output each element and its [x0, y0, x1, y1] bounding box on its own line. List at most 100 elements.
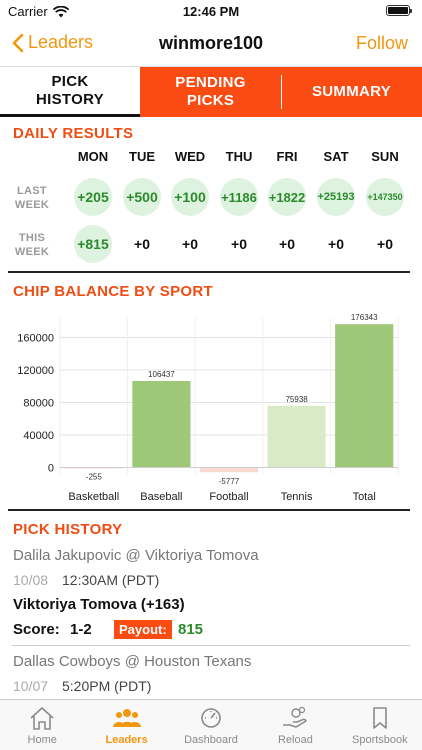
- tab-bar-reload[interactable]: Reload: [253, 700, 337, 750]
- reload-icon: [283, 706, 308, 728]
- y-tick-label: 80000: [23, 398, 54, 410]
- pick-history-title: PICK HISTORY: [13, 521, 123, 538]
- day-header-sun: SUN: [371, 149, 399, 164]
- carrier-info: Carrier: [8, 4, 69, 19]
- bar-football: [199, 467, 259, 473]
- day-header-sat: SAT: [323, 149, 349, 164]
- this-week-result-wed: +0: [182, 236, 198, 252]
- last-week-result-mon: +205: [74, 178, 112, 216]
- bottom-tab-bar: Home Leaders Dashboard Reload: [0, 699, 422, 750]
- y-tick-label: 0: [48, 463, 54, 475]
- pick-matchup: Dallas Cowboys @ Houston Texans: [13, 653, 252, 670]
- last-week-result-sun: +147350: [366, 178, 404, 216]
- label-line: WEEK: [14, 246, 50, 258]
- tab-bar-sportsbook[interactable]: Sportsbook: [338, 700, 422, 750]
- leaders-icon: [112, 709, 141, 727]
- pick-date: 10/07: [13, 678, 49, 694]
- back-button[interactable]: Leaders: [12, 32, 93, 53]
- chip-balance-chart: 160000 120000 80000 40000 0 -255 Basketball 106…: [17, 313, 399, 503]
- score-label: Score:: [13, 621, 60, 638]
- tab-label: HISTORY: [36, 90, 104, 108]
- daily-results-title: DAILY RESULTS: [13, 125, 134, 142]
- payout-value: 815: [178, 621, 204, 638]
- tab-bar-home[interactable]: Home: [0, 700, 84, 750]
- tab-label: PENDING: [175, 74, 246, 91]
- data-label: 106437: [148, 370, 175, 379]
- label-line: LAST: [17, 185, 47, 197]
- bar-baseball: [132, 381, 191, 468]
- y-tick-label: 40000: [23, 430, 54, 442]
- tab-bar-label: Leaders: [105, 734, 148, 746]
- day-header-fri: FRI: [276, 149, 298, 164]
- back-label: Leaders: [28, 32, 94, 52]
- day-header-mon: MON: [77, 149, 109, 164]
- section-divider: [8, 509, 410, 511]
- tab-label: PICKS: [186, 92, 235, 109]
- tab-pick-history[interactable]: PICK HISTORY: [0, 67, 140, 117]
- this-week-result-thu: +0: [231, 236, 247, 252]
- this-week-result-mon: +815: [74, 225, 112, 263]
- last-week-result-fri: +1822: [268, 178, 306, 216]
- this-week-label: THIS WEEK: [8, 231, 56, 259]
- chevron-left-icon: [12, 33, 24, 52]
- tab-summary[interactable]: SUMMARY: [281, 67, 422, 117]
- tab-bar-leaders[interactable]: Leaders: [84, 700, 168, 750]
- section-divider: [8, 271, 410, 273]
- dashboard-icon: [201, 708, 221, 728]
- chip-balance-title: CHIP BALANCE BY SPORT: [13, 283, 213, 300]
- last-week-result-wed: +100: [171, 178, 209, 216]
- sportsbook-icon: [373, 707, 387, 729]
- tab-label: PICK: [51, 72, 89, 90]
- x-tick-label: Tennis: [281, 491, 313, 503]
- nav-bar: Leaders winmore100 Follow: [0, 22, 422, 66]
- segment-tabs: PICK HISTORY PENDING PICKS SUMMARY: [0, 66, 422, 117]
- home-icon: [30, 707, 54, 730]
- data-label: -255: [86, 473, 103, 482]
- last-week-label: LAST WEEK: [8, 184, 56, 212]
- pick-selection: Viktoriya Tomova (+163): [13, 596, 185, 613]
- day-header-tue: TUE: [129, 149, 155, 164]
- tab-bar-label: Home: [27, 734, 57, 746]
- pick-time: 12:30AM (PDT): [62, 572, 160, 588]
- list-separator: [12, 645, 410, 646]
- day-header-thu: THU: [225, 149, 253, 164]
- tab-label: SUMMARY: [311, 83, 392, 100]
- data-label: -5777: [219, 477, 240, 486]
- day-header-wed: WED: [174, 149, 206, 164]
- carrier-label: Carrier: [8, 4, 48, 19]
- wifi-icon: [52, 5, 69, 17]
- this-week-result-sun: +0: [377, 236, 393, 252]
- this-week-result-tue: +0: [134, 236, 150, 252]
- data-label: 176343: [351, 313, 378, 322]
- status-time: 12:46 PM: [182, 4, 240, 19]
- page-title: winmore100: [158, 33, 264, 53]
- tab-bar-label: Dashboard: [184, 734, 238, 746]
- tab-bar-dashboard[interactable]: Dashboard: [169, 700, 253, 750]
- bar-tennis: [267, 405, 326, 468]
- x-tick-label: Football: [209, 491, 248, 503]
- x-tick-label: Basketball: [68, 491, 119, 503]
- bar-total: [335, 324, 394, 468]
- this-week-result-sat: +0: [328, 236, 344, 252]
- pick-date: 10/08: [13, 572, 49, 588]
- pick-time: 5:20PM (PDT): [62, 678, 152, 694]
- follow-button[interactable]: Follow: [355, 33, 408, 53]
- payout-badge: Payout:: [114, 620, 172, 639]
- battery-icon: [386, 5, 412, 16]
- tab-bar-label: Reload: [277, 734, 313, 746]
- tab-pending-picks[interactable]: PENDING PICKS: [140, 67, 281, 117]
- score-value: 1-2: [70, 621, 92, 638]
- label-line: THIS: [18, 232, 46, 244]
- pick-matchup: Dalila Jakupovic @ Viktoriya Tomova: [13, 547, 259, 564]
- x-tick-label: Total: [353, 491, 376, 503]
- y-tick-label: 160000: [17, 333, 54, 345]
- this-week-result-fri: +0: [279, 236, 295, 252]
- tab-bar-label: Sportsbook: [352, 734, 408, 746]
- status-bar: Carrier 12:46 PM: [0, 0, 422, 22]
- last-week-result-thu: +1186: [220, 178, 258, 216]
- y-tick-label: 120000: [17, 365, 54, 377]
- label-line: WEEK: [14, 199, 50, 211]
- last-week-result-sat: +25193: [317, 178, 355, 216]
- data-label: 75938: [285, 395, 308, 404]
- last-week-result-tue: +500: [123, 178, 161, 216]
